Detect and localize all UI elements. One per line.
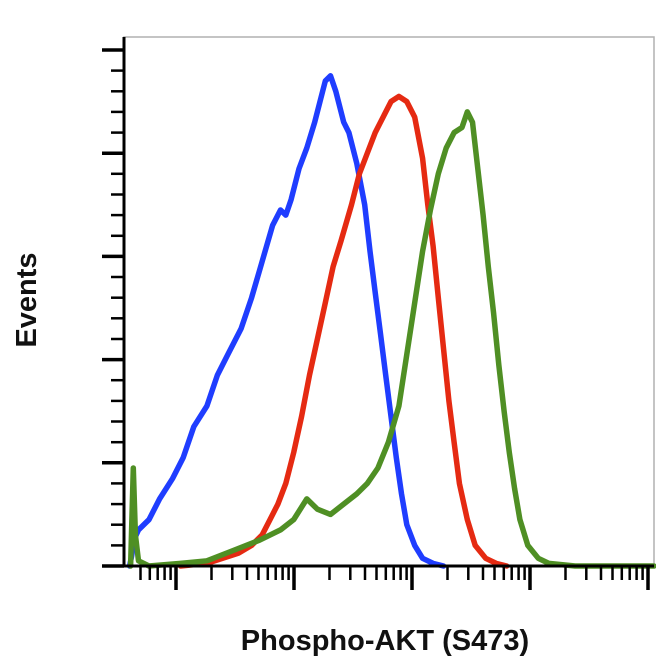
x-axis-ticks	[139, 566, 650, 590]
y-axis-ticks	[102, 48, 124, 568]
series-layer	[126, 73, 656, 569]
series-line-3	[127, 109, 656, 569]
x-axis-title: Phospho-AKT (S473)	[241, 625, 529, 656]
series-line-2	[177, 93, 510, 569]
series-line-1	[126, 73, 447, 569]
y-axis-title: Events	[11, 252, 43, 347]
plot-frame	[123, 36, 655, 567]
